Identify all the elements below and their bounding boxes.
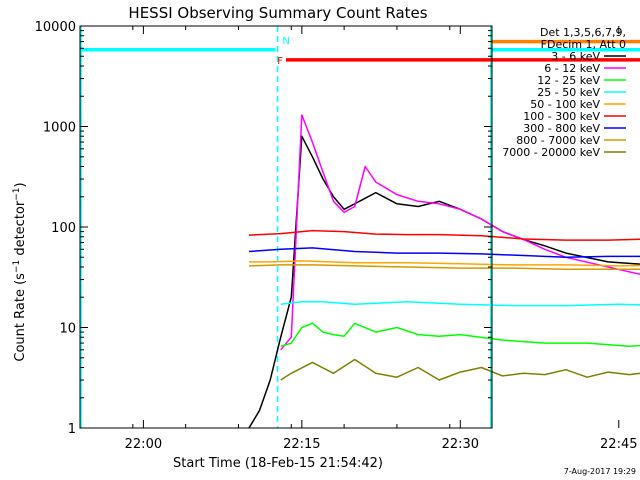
legend-label-5: 100 - 300 keV <box>523 110 600 123</box>
flag-label-N: N <box>282 36 289 47</box>
timestamp-stamp: 7-Aug-2017 19:29 <box>564 467 636 476</box>
x-axis-label: Start Time (18-Feb-15 21:54:42) <box>173 456 383 471</box>
x-tick-label-0: 22:00 <box>125 437 162 452</box>
legend-label-3: 25 - 50 keV <box>537 86 600 99</box>
series-line-2 <box>280 322 640 348</box>
series-line-1 <box>280 114 640 351</box>
y-tick-label-0: 1 <box>68 422 76 437</box>
x-tick-label-3: 22:45 <box>600 437 637 452</box>
legend-label-8: 7000 - 20000 keV <box>502 146 600 159</box>
y-tick-label-2: 100 <box>51 221 76 236</box>
y-tick-label-3: 1000 <box>43 121 76 136</box>
series-line-6 <box>248 247 640 259</box>
series-line-0 <box>248 135 640 429</box>
legend-label-4: 50 - 100 keV <box>530 98 600 111</box>
legend: Det 1,3,5,6,7,9,FDecim 1, Att 03 - 6 keV… <box>502 26 626 159</box>
legend-header-1: FDecim 1, Att 0 <box>541 38 626 51</box>
x-tick-label-1: 22:15 <box>283 437 320 452</box>
flag-label-F: F <box>277 56 283 67</box>
series-line-3 <box>280 301 640 307</box>
axes: 22:0022:1522:3022:4523:0023:1523:3011010… <box>35 20 638 452</box>
y-tick-label-1: 10 <box>59 322 76 337</box>
legend-label-7: 800 - 7000 keV <box>516 134 600 147</box>
series-line-8 <box>280 358 640 381</box>
legend-label-0: 3 - 6 keV <box>551 50 600 63</box>
y-tick-label-4: 10000 <box>35 20 76 35</box>
series-line-7 <box>248 264 640 270</box>
series-line-5 <box>248 229 640 241</box>
legend-label-1: 6 - 12 keV <box>544 62 600 75</box>
legend-label-6: 300 - 800 keV <box>523 122 600 135</box>
plot-frame <box>79 25 493 429</box>
legend-label-2: 12 - 25 keV <box>537 74 600 87</box>
chart-title: HESSI Observing Summary Count Rates <box>128 4 427 22</box>
x-tick-label-2: 22:30 <box>442 437 479 452</box>
y-axis-label: Count Rate (s−1 detector−1) <box>12 182 28 361</box>
series-line-4 <box>249 260 640 267</box>
legend-header-0: Det 1,3,5,6,7,9, <box>540 26 626 39</box>
